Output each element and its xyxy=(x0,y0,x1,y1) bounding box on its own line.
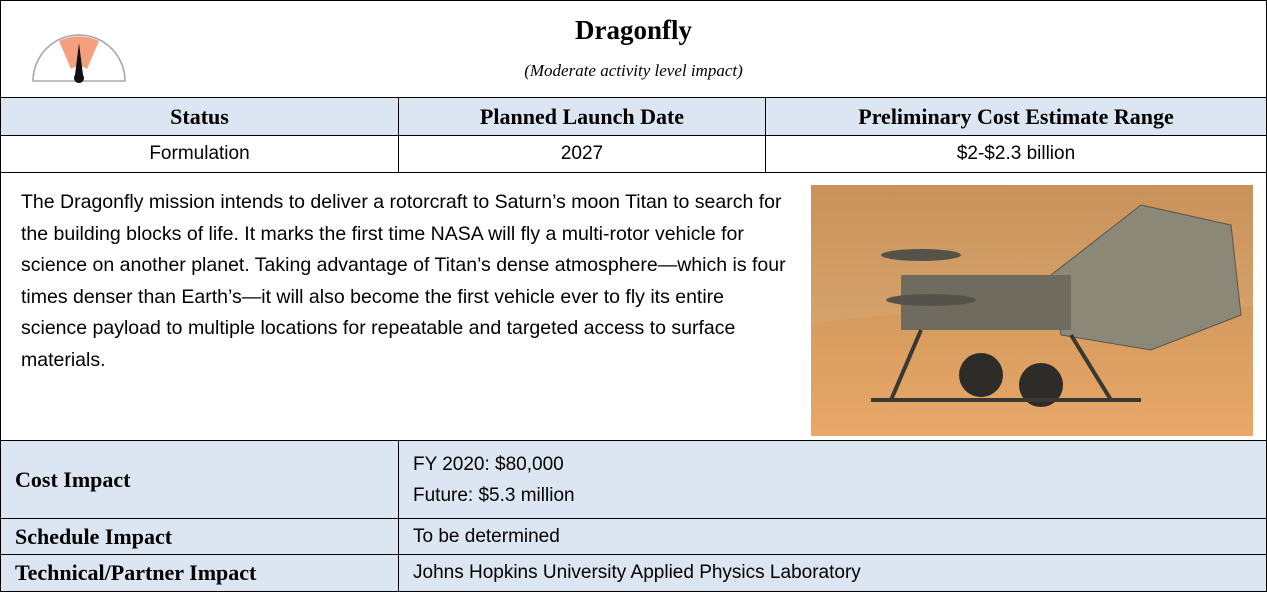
description-cell: The Dragonfly mission intends to deliver… xyxy=(0,172,1267,441)
column-header: Status xyxy=(0,97,399,136)
cost-range: $2-$2.3 billion xyxy=(765,135,1267,173)
impact-value: FY 2020: $80,000 Future: $5.3 million xyxy=(398,440,1267,519)
status: Formulation xyxy=(0,135,399,173)
impact-value: To be determined xyxy=(398,518,1267,555)
impact-label: Cost Impact xyxy=(0,440,399,519)
impact-label: Schedule Impact xyxy=(0,518,399,555)
title-cell: Dragonfly (Moderate activity level impac… xyxy=(0,0,1267,98)
impact-value: Johns Hopkins University Applied Physics… xyxy=(398,554,1267,592)
title: Dragonfly xyxy=(575,15,692,45)
impact-line: Johns Hopkins University Applied Physics… xyxy=(413,562,861,583)
column-header: Preliminary Cost Estimate Range xyxy=(765,97,1267,136)
launch-date: 2027 xyxy=(398,135,766,173)
description: The Dragonfly mission intends to deliver… xyxy=(21,191,786,371)
rotorcraft-image xyxy=(811,185,1253,436)
subtitle: (Moderate activity level impact) xyxy=(524,61,743,80)
impact-label: Technical/Partner Impact xyxy=(0,554,399,592)
impact-line: Future: $5.3 million xyxy=(413,484,575,506)
impact-line: FY 2020: $80,000 xyxy=(413,453,564,475)
gauge-icon xyxy=(32,34,126,83)
column-header: Planned Launch Date xyxy=(398,97,766,136)
impact-line: To be determined xyxy=(413,525,560,547)
